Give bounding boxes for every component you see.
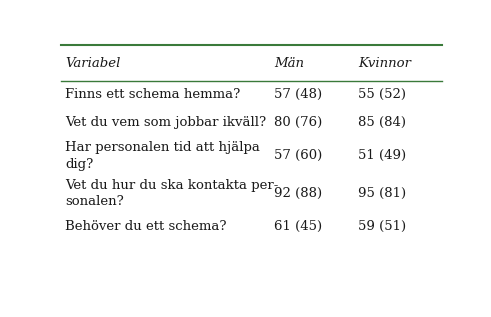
Text: Män: Män (274, 57, 304, 70)
Text: Har personalen tid att hjälpa
dig?: Har personalen tid att hjälpa dig? (65, 141, 260, 171)
Text: 80 (76): 80 (76) (274, 116, 323, 129)
Text: 92 (88): 92 (88) (274, 187, 323, 200)
Text: Behöver du ett schema?: Behöver du ett schema? (65, 220, 227, 233)
Text: Vet du vem som jobbar ikväll?: Vet du vem som jobbar ikväll? (65, 116, 266, 129)
Text: Kvinnor: Kvinnor (358, 57, 411, 70)
Text: Vet du hur du ska kontakta per-
sonalen?: Vet du hur du ska kontakta per- sonalen? (65, 179, 278, 208)
Text: Finns ett schema hemma?: Finns ett schema hemma? (65, 88, 241, 101)
Text: 95 (81): 95 (81) (358, 187, 407, 200)
Text: 59 (51): 59 (51) (358, 220, 407, 233)
Text: 51 (49): 51 (49) (358, 149, 407, 162)
Text: Variabel: Variabel (65, 57, 121, 70)
Text: 57 (60): 57 (60) (274, 149, 323, 162)
Text: 57 (48): 57 (48) (274, 88, 323, 101)
Text: 85 (84): 85 (84) (358, 116, 406, 129)
Text: 55 (52): 55 (52) (358, 88, 406, 101)
Text: 61 (45): 61 (45) (274, 220, 323, 233)
